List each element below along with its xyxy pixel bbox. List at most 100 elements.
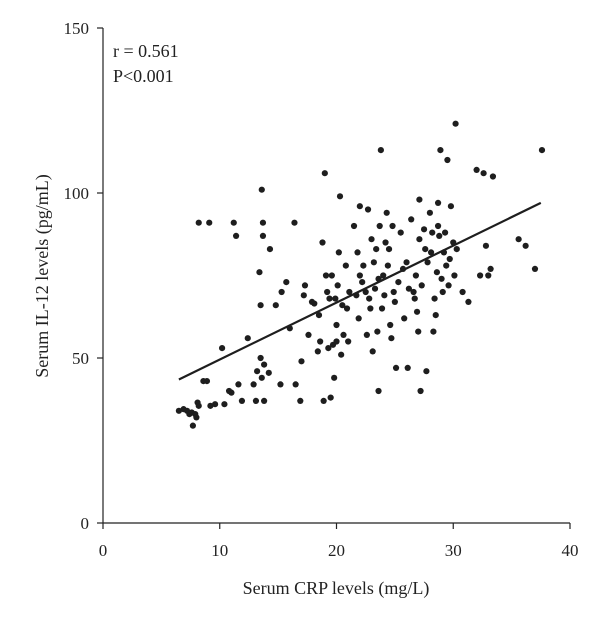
data-point: [480, 170, 487, 177]
data-points: [175, 120, 546, 429]
y-tick-label: 150: [64, 19, 90, 38]
x-tick-label: 40: [562, 541, 579, 560]
data-point: [370, 259, 377, 266]
data-point: [354, 249, 361, 256]
data-point: [395, 279, 402, 286]
data-point: [375, 387, 382, 395]
data-point: [340, 331, 347, 338]
data-point: [342, 262, 349, 269]
data-point: [327, 394, 334, 401]
x-tick-label: 0: [99, 541, 108, 560]
data-point: [298, 358, 305, 365]
data-point: [376, 222, 383, 230]
data-point: [259, 232, 267, 239]
x-tick-label: 30: [445, 541, 462, 560]
data-point: [438, 275, 445, 282]
data-point: [416, 196, 423, 203]
data-point: [459, 288, 466, 296]
data-point: [416, 236, 423, 243]
data-point: [392, 364, 400, 371]
data-point: [465, 298, 472, 305]
data-point: [259, 219, 267, 226]
data-point: [403, 259, 410, 266]
data-point: [356, 272, 363, 279]
data-point: [360, 262, 367, 269]
data-point: [390, 288, 397, 296]
data-point: [228, 389, 235, 396]
x-tick-label: 10: [211, 541, 228, 560]
data-point: [412, 272, 419, 279]
data-point: [343, 305, 351, 312]
data-point: [258, 186, 265, 193]
data-point: [218, 345, 226, 352]
data-point: [429, 229, 436, 236]
data-point: [336, 193, 344, 200]
data-point: [278, 288, 285, 296]
data-point: [538, 147, 546, 154]
data-point: [430, 328, 437, 335]
data-point: [367, 305, 374, 312]
data-point: [441, 229, 449, 236]
data-point: [221, 401, 228, 408]
data-point: [445, 282, 452, 289]
data-point: [272, 302, 279, 309]
data-point: [339, 302, 346, 309]
data-point: [315, 312, 323, 319]
data-point: [314, 348, 321, 355]
y-axis-title: Serum IL-12 levels (pg/mL): [32, 174, 53, 377]
data-point: [443, 262, 450, 269]
axes: [102, 28, 570, 524]
data-point: [320, 397, 327, 404]
data-point: [384, 262, 391, 269]
data-point: [427, 249, 435, 256]
data-point: [401, 315, 408, 322]
data-point: [447, 203, 455, 210]
data-point: [359, 279, 366, 286]
data-point: [301, 282, 309, 289]
data-point: [369, 348, 376, 355]
data-point: [374, 328, 381, 335]
data-point: [266, 246, 274, 253]
data-point: [377, 147, 384, 154]
data-point: [366, 295, 373, 302]
data-point: [404, 364, 411, 371]
data-point: [206, 219, 213, 226]
data-point: [325, 345, 332, 352]
data-point: [256, 269, 263, 276]
x-axis-title: Serum CRP levels (mg/L): [243, 578, 430, 599]
data-point: [451, 272, 458, 279]
data-point: [334, 282, 341, 289]
data-point: [489, 173, 497, 180]
data-point: [261, 397, 268, 404]
data-point: [437, 147, 444, 154]
data-point: [444, 156, 451, 164]
data-point: [189, 422, 196, 429]
data-point: [232, 232, 240, 239]
data-point: [522, 242, 529, 249]
data-point: [446, 255, 453, 263]
data-point: [238, 397, 246, 404]
data-point: [355, 315, 362, 322]
data-point: [326, 295, 333, 302]
data-point: [417, 387, 424, 395]
data-point: [413, 308, 421, 315]
ticks: 0 10 20 30 40 0 50 100 150: [64, 19, 579, 560]
data-point: [380, 272, 387, 279]
data-point: [283, 279, 290, 286]
data-point: [257, 302, 264, 309]
data-point: [356, 203, 363, 210]
data-point: [317, 338, 324, 345]
data-point: [431, 295, 438, 302]
data-point: [385, 246, 393, 253]
data-point: [252, 397, 260, 404]
data-point: [291, 219, 298, 226]
data-point: [333, 321, 340, 329]
data-point: [371, 285, 379, 292]
data-point: [405, 285, 412, 292]
data-point: [363, 331, 370, 338]
data-point: [203, 378, 211, 385]
data-point: [244, 335, 251, 342]
data-point: [292, 381, 299, 388]
data-point: [300, 292, 307, 299]
